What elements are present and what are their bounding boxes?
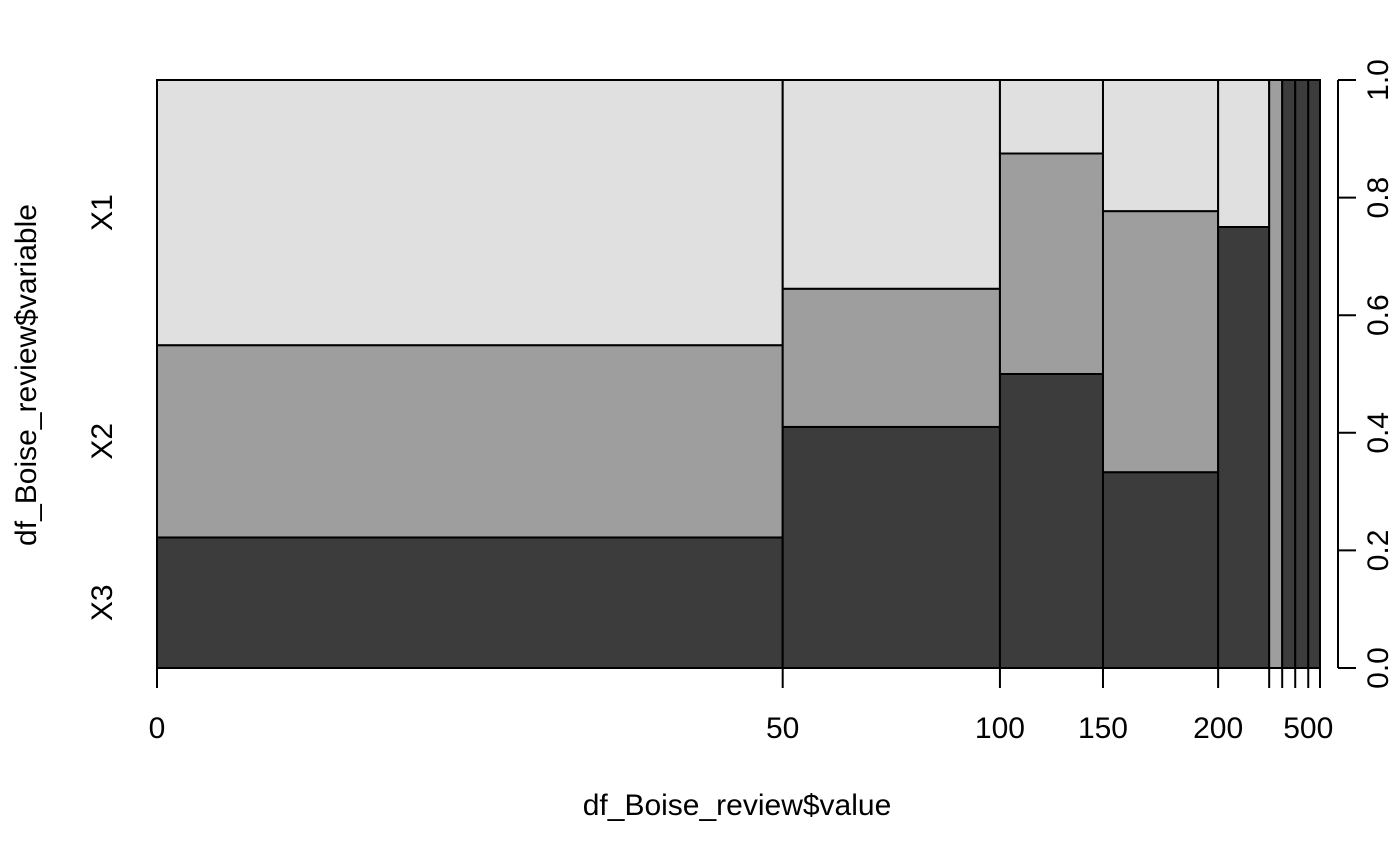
y-tick-label: 0.4 <box>1362 412 1395 454</box>
x-axis-title: df_Boise_review$value <box>583 789 892 822</box>
x-tick-label: 0 <box>149 712 166 745</box>
tiles-group <box>156 79 1321 670</box>
y-tick-label: 0.6 <box>1362 294 1395 336</box>
tile-bin-3-x2 <box>998 152 1104 375</box>
y-tick-label: 0.8 <box>1362 177 1395 219</box>
x-tick-label: 150 <box>1078 712 1128 745</box>
y-axis-title: df_Boise_review$variable <box>10 204 43 546</box>
y-tick-label: 0.2 <box>1362 530 1395 572</box>
y-tick-label: 0.0 <box>1362 647 1395 689</box>
tile-bin-1-x1 <box>156 79 784 347</box>
tile-bin-9-x3 <box>1294 79 1310 669</box>
tile-bin-3-x1 <box>998 79 1104 155</box>
category-label-x2: X2 <box>86 423 119 460</box>
tile-bin-3-x3 <box>998 373 1104 669</box>
category-label-x1: X1 <box>86 194 119 231</box>
tile-bin-4-x1 <box>1101 79 1220 213</box>
y-tick-label: 1.0 <box>1362 59 1395 101</box>
tile-bin-1-x3 <box>156 536 784 669</box>
tile-bin-2-x2 <box>781 287 1001 428</box>
category-label-x3: X3 <box>86 584 119 621</box>
x-tick-label: 100 <box>975 712 1025 745</box>
axes-group: 0 50 100 150 200 500 0.0 0.2 0.4 0.6 0.8 1.0 X3 X2 X1 <box>86 59 1395 745</box>
tile-bin-5-x3 <box>1217 226 1271 669</box>
tile-bin-2-x1 <box>781 79 1001 290</box>
tile-bin-4-x2 <box>1101 210 1220 474</box>
tile-bin-4-x3 <box>1101 471 1220 670</box>
tile-bin-11-x3 <box>1307 79 1321 669</box>
tile-bin-1-x2 <box>156 344 784 539</box>
tile-bin-5-x1 <box>1217 79 1271 228</box>
tile-bin-6-x2 <box>1268 79 1284 669</box>
x-tick-label: 50 <box>766 712 799 745</box>
tile-bin-2-x3 <box>781 425 1001 670</box>
x-tick-label: 200 <box>1193 712 1243 745</box>
x-tick-label: 500 <box>1283 712 1333 745</box>
tile-bin-7-x3 <box>1281 79 1297 669</box>
